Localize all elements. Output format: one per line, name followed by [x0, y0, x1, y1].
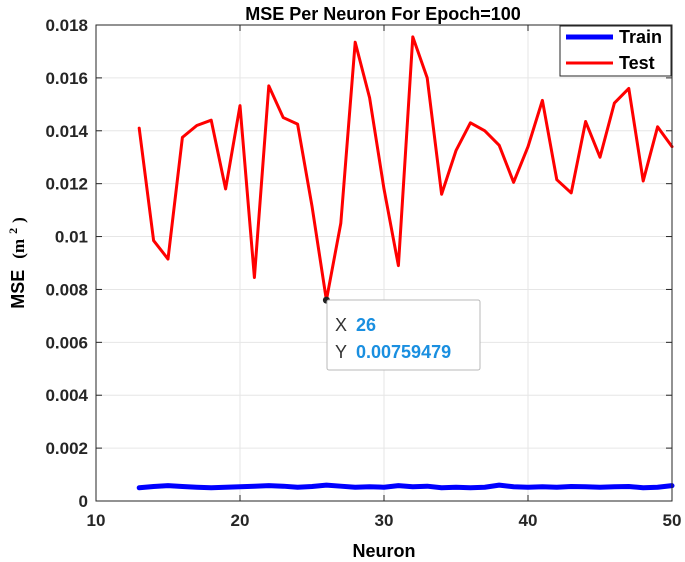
series-line-train — [136, 482, 675, 491]
y-axis: 0 0.002 0.004 0.006 0.008 0.01 0.012 0.014 0.016… — [45, 16, 672, 511]
datatip-y-key: Y — [335, 342, 347, 362]
y-tick-label: 0.004 — [45, 386, 88, 405]
series-layer — [136, 35, 675, 491]
y-tick-label: 0.01 — [55, 228, 88, 247]
datatip[interactable]: X 26 Y 0.00759479 — [326, 299, 481, 371]
y-axis-label: MSE (m 2 ) — [1, 217, 28, 309]
x-tick-label: 30 — [375, 511, 394, 530]
legend: Train Test — [559, 25, 672, 77]
y-tick-label: 0.006 — [45, 333, 88, 352]
y-tick-label: 0.012 — [45, 175, 88, 194]
x-tick-label: 10 — [87, 511, 106, 530]
y-axis-label-unit-close: ) — [9, 217, 28, 223]
legend-box — [559, 25, 672, 77]
y-axis-label-exponent: 2 — [6, 228, 20, 234]
plot-frame — [95, 24, 673, 502]
y-axis-label-unit: (m — [9, 239, 28, 259]
datatip-y-value: 0.00759479 — [356, 342, 451, 362]
x-axis: 10 20 30 40 50 — [87, 25, 682, 530]
datatip-box — [326, 299, 481, 371]
y-tick-label: 0.008 — [45, 280, 88, 299]
legend-label-train: Train — [619, 27, 662, 47]
x-axis-label: Neuron — [353, 541, 416, 561]
x-tick-label: 40 — [519, 511, 538, 530]
y-tick-label: 0.014 — [45, 122, 88, 141]
series-line-test — [137, 35, 674, 302]
y-tick-label: 0.002 — [45, 439, 88, 458]
chart-title: MSE Per Neuron For Epoch=100 — [245, 4, 521, 24]
datatip-x-key: X — [335, 315, 347, 335]
x-tick-label: 20 — [231, 511, 250, 530]
svg-text:MSE (m 2 ): MSE (m 2 ) — [1, 217, 28, 309]
y-axis-label-main: MSE — [8, 270, 28, 309]
y-tick-label: 0.016 — [45, 69, 88, 88]
legend-label-test: Test — [619, 53, 655, 73]
datatip-x-value: 26 — [356, 315, 376, 335]
x-tick-label: 50 — [663, 511, 682, 530]
y-tick-label: 0.018 — [45, 16, 88, 35]
y-tick-label: 0 — [79, 492, 88, 511]
